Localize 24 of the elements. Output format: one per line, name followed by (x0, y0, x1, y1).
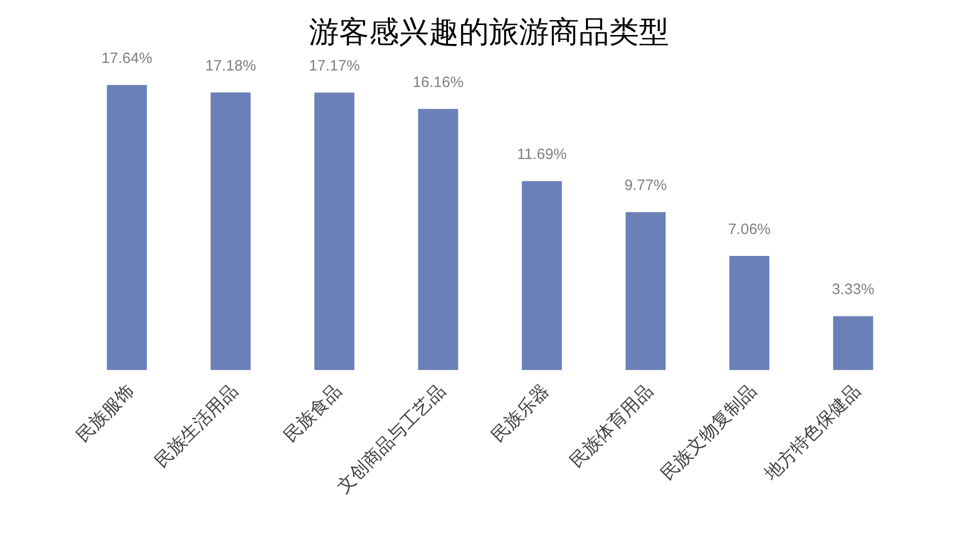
bar (833, 316, 874, 370)
bar (729, 256, 770, 370)
x-tick-label: 地方特色保健品 (760, 380, 864, 485)
data-label: 3.33% (832, 281, 874, 298)
data-label: 17.18% (205, 57, 256, 74)
bar (210, 92, 251, 370)
data-label: 9.77% (624, 177, 667, 194)
x-tick-label: 民族食品 (280, 380, 346, 446)
data-label: 11.69% (516, 146, 567, 164)
bar (314, 92, 354, 370)
x-tick-label: 民族生活用品 (150, 380, 242, 472)
chart-title: 游客感兴趣的旅游商品类型 (309, 16, 669, 49)
bar (626, 212, 666, 370)
data-label: 17.64% (101, 50, 152, 67)
data-label: 16.16% (412, 74, 464, 91)
x-tick-label: 民族体育用品 (566, 380, 656, 472)
x-tick-label: 民族文物复制品 (656, 380, 760, 484)
data-label: 7.06% (728, 220, 771, 238)
x-tick-label: 民族乐器 (488, 380, 553, 446)
bar (522, 181, 562, 370)
bar (106, 85, 147, 370)
bar (418, 108, 458, 370)
data-label: 17.17% (308, 58, 360, 75)
x-tick-label: 民族服饰 (72, 380, 138, 446)
